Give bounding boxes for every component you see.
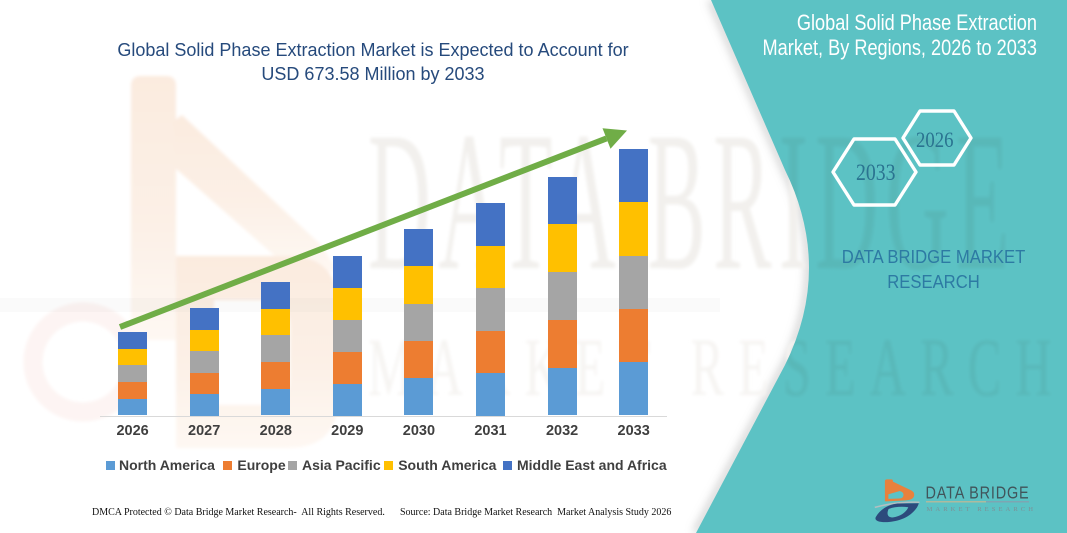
svg-text:DATA BRIDGE: DATA BRIDGE [926,484,1030,502]
svg-text:2026: 2026 [916,127,954,152]
svg-text:2033: 2033 [856,160,896,186]
svg-text:MARKET RESEARCH: MARKET RESEARCH [927,506,1037,513]
svg-text:MARKET RESEARCH: MARKET RESEARCH [368,321,1066,413]
